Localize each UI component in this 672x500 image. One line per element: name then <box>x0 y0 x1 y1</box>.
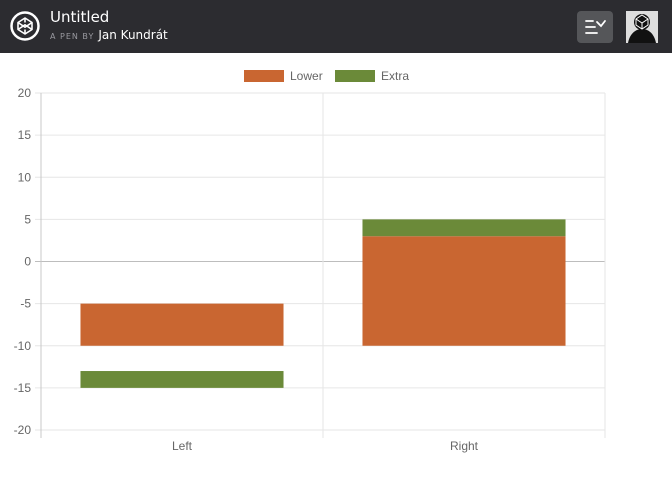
x-tick-label: Left <box>172 439 193 453</box>
legend-swatch-extra <box>335 70 375 82</box>
change-view-button[interactable] <box>577 11 613 43</box>
bar-lower-left <box>80 303 284 346</box>
x-tick-label: Right <box>450 439 479 453</box>
y-tick-label: 5 <box>24 212 31 226</box>
bar-extra-right <box>362 219 566 237</box>
y-tick-label: 10 <box>18 170 32 184</box>
pen-title[interactable]: Untitled <box>50 8 110 26</box>
pen-byline: A PEN BY Jan Kundrát <box>50 28 168 42</box>
y-tick-label: -20 <box>14 423 32 437</box>
bar-lower-right <box>362 236 566 346</box>
chart-ticks: 20 15 10 5 0 -5 -10 -15 -20 Left Right <box>14 86 479 453</box>
y-tick-label: -10 <box>14 339 32 353</box>
change-view-icon <box>585 20 606 34</box>
legend-label-extra: Extra <box>381 69 409 83</box>
y-tick-label: 0 <box>24 255 31 269</box>
byline-prefix: A PEN BY <box>50 32 95 41</box>
y-tick-label: -5 <box>20 297 31 311</box>
chart-bars <box>80 219 566 388</box>
y-tick-label: -15 <box>14 381 32 395</box>
top-bar: Untitled A PEN BY Jan Kundrát <box>0 0 672 53</box>
bar-extra-left <box>80 371 284 388</box>
stacked-bar-chart: 20 15 10 5 0 -5 -10 -15 -20 Left Right Lower Extra <box>14 69 606 453</box>
author-link[interactable]: Jan Kundrát <box>98 28 168 42</box>
y-tick-label: 15 <box>18 128 32 142</box>
chart-legend: Lower Extra <box>244 69 409 83</box>
legend-label-lower: Lower <box>290 69 323 83</box>
codepen-logo-icon[interactable] <box>10 11 40 41</box>
y-tick-label: 20 <box>18 86 32 100</box>
user-avatar[interactable] <box>626 11 658 43</box>
legend-swatch-lower <box>244 70 284 82</box>
